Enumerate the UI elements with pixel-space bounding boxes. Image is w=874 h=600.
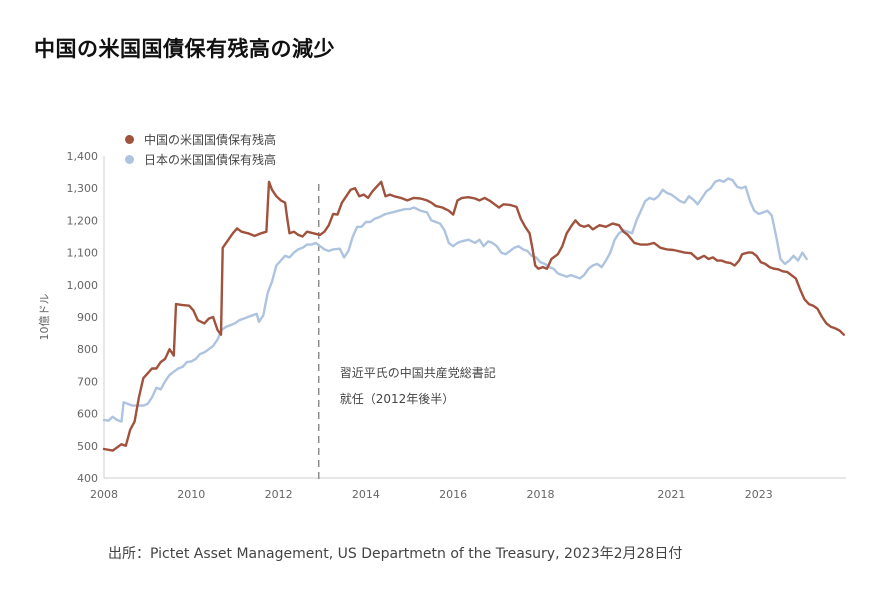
- y-axis-label: 10億ドル: [38, 294, 51, 341]
- y-tick-label: 900: [77, 311, 98, 324]
- series-line-china: [102, 180, 845, 452]
- y-tick-label: 400: [77, 472, 98, 485]
- annotation-text: 習近平氏の中国共産党総書記: [340, 365, 496, 380]
- y-tick-label: 700: [77, 375, 98, 388]
- legend-marker-china: [125, 134, 134, 144]
- legend-marker-japan: [125, 154, 134, 164]
- y-tick-label: 1,200: [67, 214, 99, 227]
- x-tick-label: 2023: [745, 488, 773, 501]
- x-tick-label: 2018: [526, 488, 554, 501]
- y-tick-label: 600: [77, 408, 98, 421]
- x-tick-label: 2021: [657, 488, 685, 501]
- y-tick-label: 500: [77, 440, 98, 453]
- y-tick-label: 1,000: [67, 279, 99, 292]
- annotation-text: 就任（2012年後半）: [340, 392, 455, 406]
- x-tick-label: 2014: [352, 488, 380, 501]
- legend: 中国の米国国債保有残高 日本の米国国債保有残高: [125, 129, 276, 169]
- legend-item-japan: 日本の米国国債保有残高: [125, 149, 276, 169]
- legend-label-japan: 日本の米国国債保有残高: [144, 152, 277, 167]
- y-tick-label: 1,300: [67, 182, 99, 195]
- series-line-japan: [102, 177, 808, 423]
- legend-item-china: 中国の米国国債保有残高: [125, 129, 276, 149]
- x-tick-label: 2016: [439, 488, 467, 501]
- chart-title: 中国の米国国債保有残高の減少: [34, 37, 335, 61]
- legend-label-china: 中国の米国国債保有残高: [144, 132, 277, 147]
- y-tick-label: 1,400: [67, 150, 99, 163]
- source-note: 出所：Pictet Asset Management, US Departmet…: [108, 546, 683, 562]
- y-tick-label: 1,100: [67, 247, 99, 260]
- x-tick-label: 2012: [265, 488, 293, 501]
- x-tick-label: 2010: [177, 488, 205, 501]
- y-tick-label: 800: [77, 343, 98, 356]
- x-tick-label: 2008: [90, 488, 118, 501]
